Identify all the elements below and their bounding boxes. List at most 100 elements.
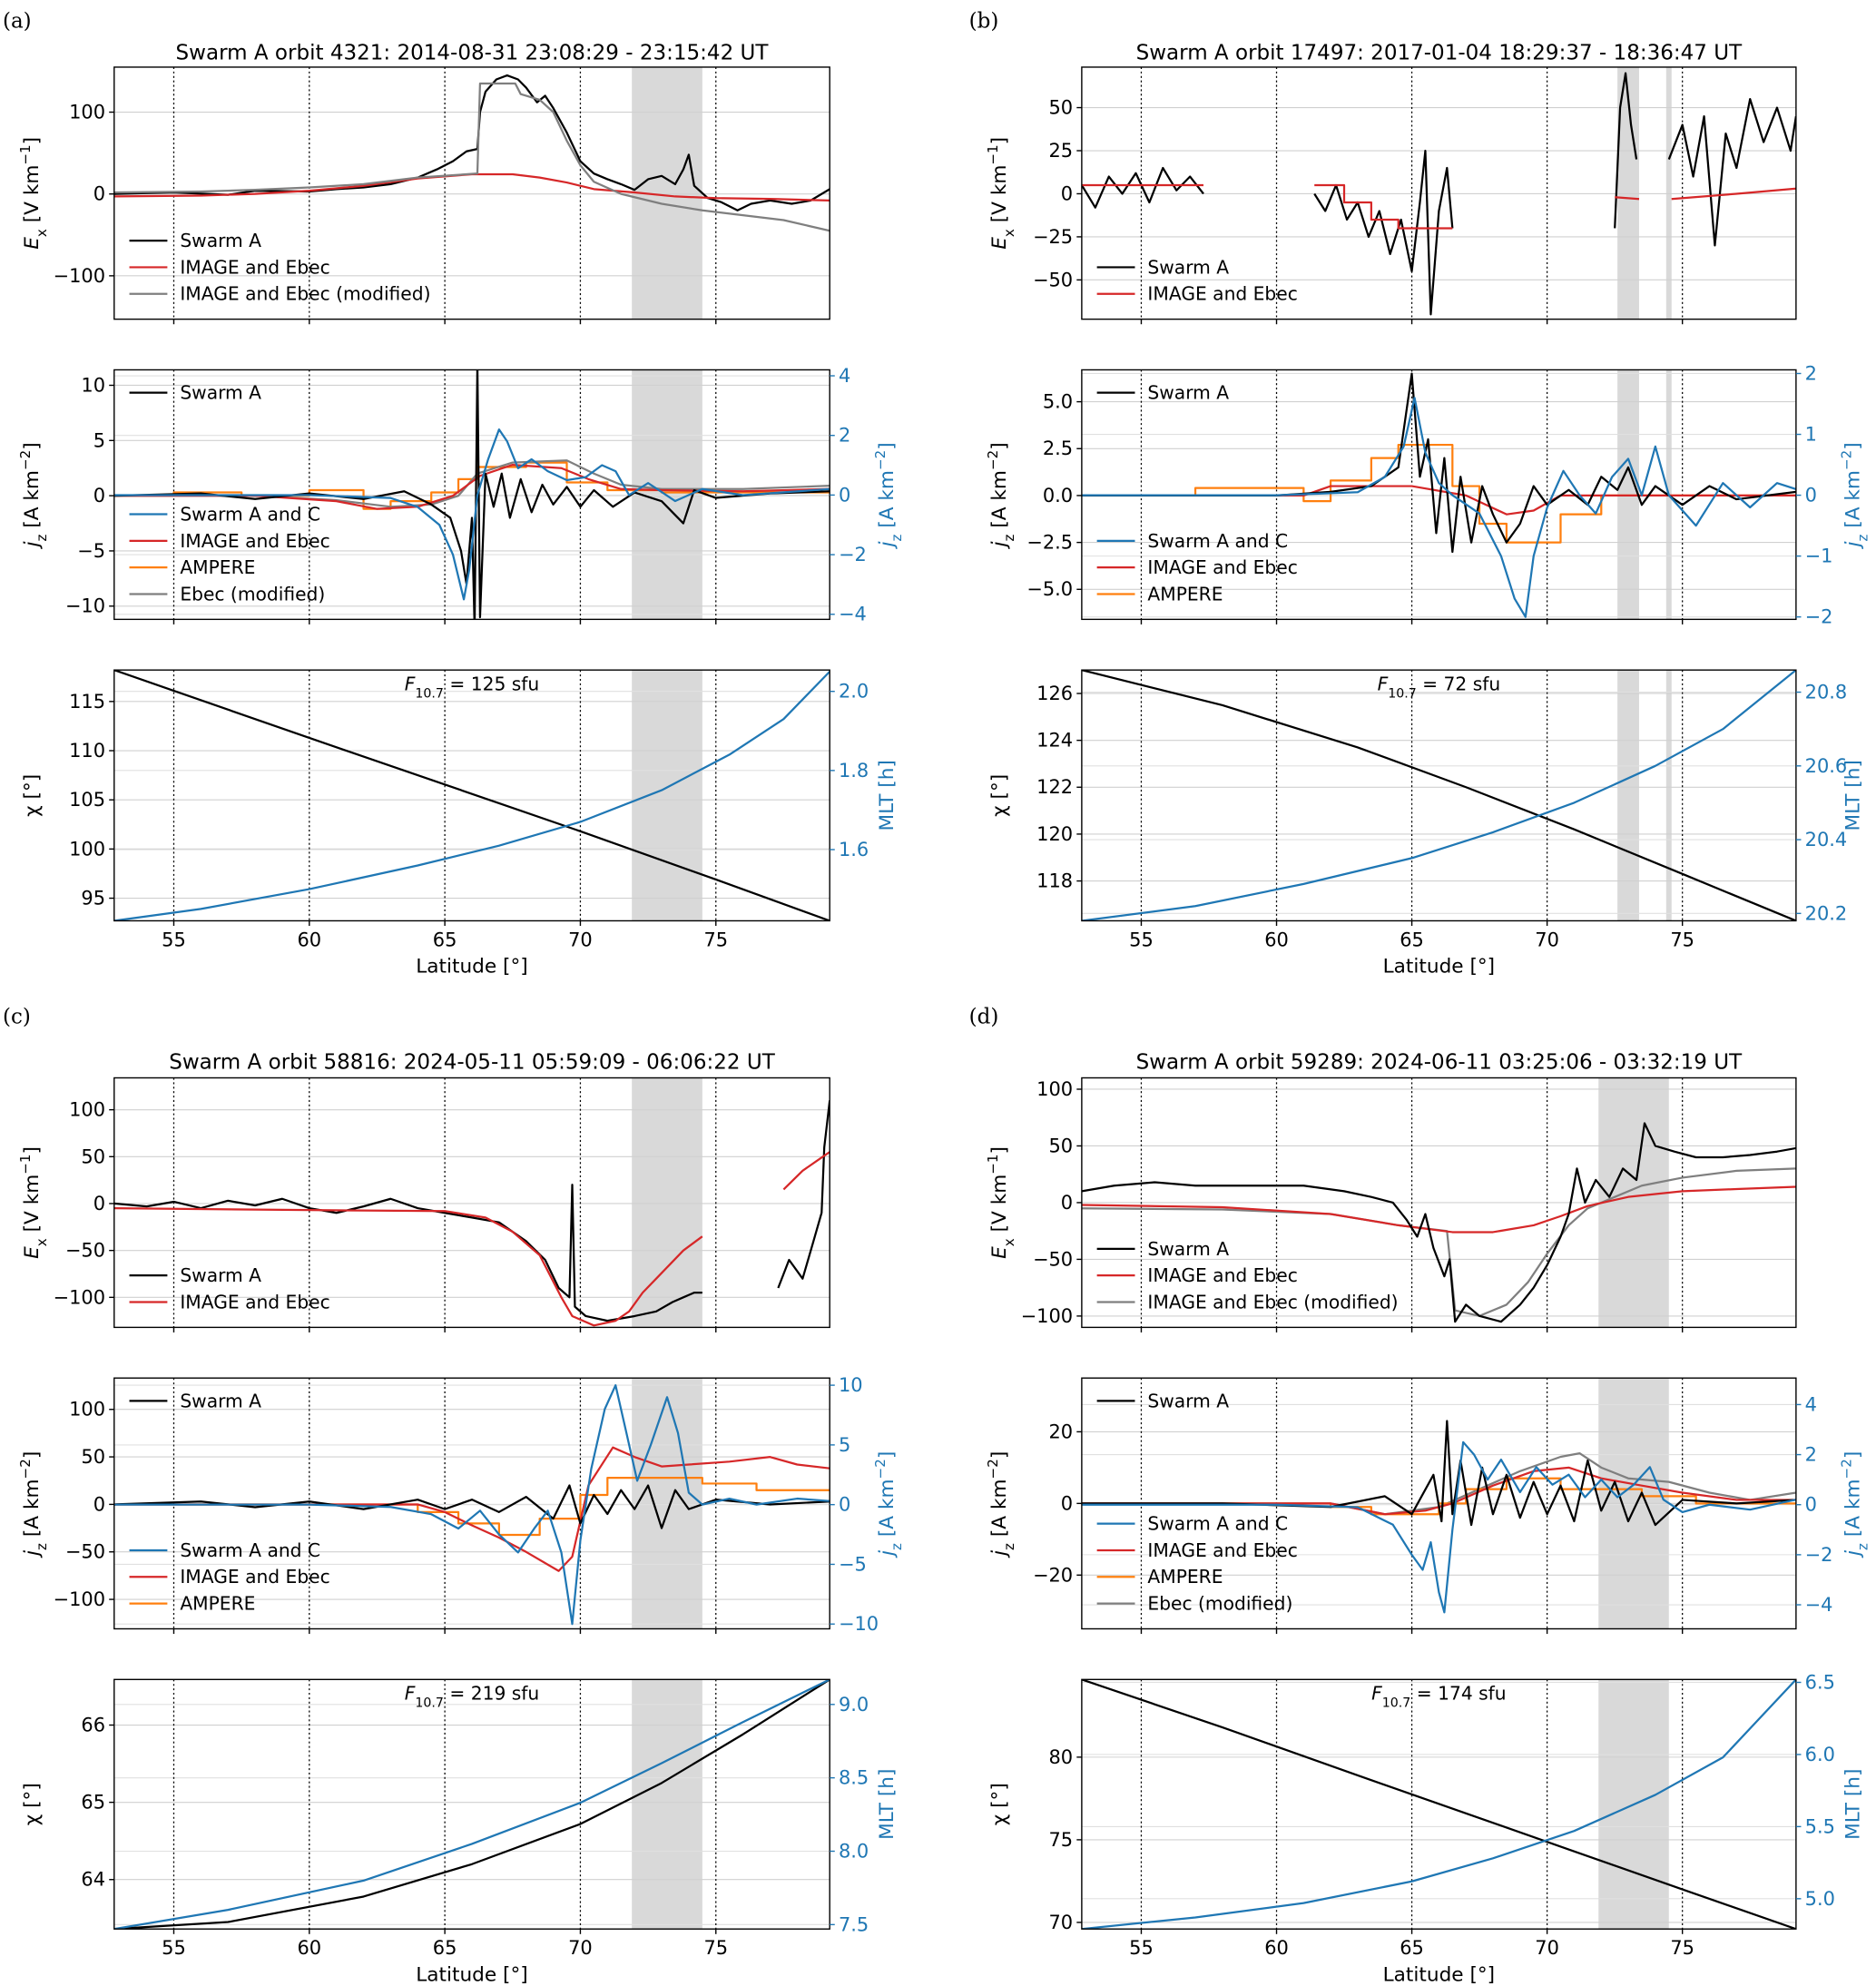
y-tick-label: 50 — [81, 1446, 105, 1468]
right-y-axis-label: MLT [h] — [876, 1769, 899, 1840]
y-tick-label: 115 — [69, 691, 105, 713]
x-tick-label: 55 — [162, 1937, 186, 1959]
axes-frame — [1081, 1678, 1797, 1930]
legend-entry: IMAGE and Ebec — [129, 256, 330, 278]
right-y-axis-label-main: j — [1842, 542, 1865, 550]
series-line-χ — [1081, 1679, 1796, 1930]
y-tick-label: 124 — [1036, 730, 1073, 752]
f107-value: = 219 sfu — [444, 1683, 539, 1705]
subfigure-title: Swarm A orbit 58816: 2024-05-11 05:59:09… — [169, 1051, 775, 1075]
right-y-axis-label-rest: [A km — [876, 470, 899, 535]
axes-frame — [113, 1377, 830, 1630]
shaded-interval — [1617, 66, 1639, 320]
shaded-interval — [632, 670, 702, 921]
right-y-axis-label: MLT [h] — [1842, 1769, 1865, 1840]
y-tick-label: 66 — [81, 1715, 105, 1736]
right-y-tick-label: 6.5 — [1805, 1671, 1835, 1693]
right-y-axis-label-main: j — [876, 1550, 899, 1558]
y-axis-label-main: j — [21, 542, 44, 550]
right-y-axis-label-main: MLT [h] — [876, 760, 899, 831]
y-axis-label-main: E — [21, 237, 44, 250]
f107-subscript: 10.7 — [1382, 1696, 1411, 1711]
x-tick-label: 65 — [433, 929, 457, 950]
series-line-mlt — [113, 671, 830, 921]
legend-label: IMAGE and Ebec (modified) — [180, 283, 430, 305]
axes-frame — [113, 1678, 830, 1930]
legend-label: Swarm A — [1147, 1390, 1229, 1411]
right-y-axis-label: MLT [h] — [876, 760, 899, 831]
x-tick-label: 75 — [703, 929, 728, 950]
y-tick-label: 105 — [69, 789, 105, 811]
y-tick-label: −50 — [65, 1240, 105, 1262]
y-axis-label-sub: x — [34, 1238, 50, 1246]
right-y-axis-label-main: MLT [h] — [876, 1769, 899, 1840]
legend-entry: Swarm A — [1096, 256, 1229, 278]
legend-entry: Swarm A and C — [1096, 530, 1288, 552]
y-tick-label: −10 — [65, 595, 105, 617]
series-line-ampere — [1081, 443, 1796, 544]
y-axis-label: Ex [V km−1] — [985, 137, 1017, 250]
y-tick-label: 2.5 — [1043, 438, 1073, 459]
right-y-tick-label: 10 — [839, 1374, 863, 1396]
y-tick-label: 80 — [1048, 1746, 1073, 1768]
right-y-tick-label: −2 — [1805, 606, 1833, 628]
y-axis-label-sub: z — [34, 1543, 50, 1550]
legend-entry: IMAGE and Ebec — [129, 1291, 330, 1313]
x-tick-label: 65 — [433, 1937, 457, 1959]
y-tick-label: 70 — [1048, 1912, 1073, 1933]
legend-label: IMAGE and Ebec — [180, 256, 329, 278]
legend-entry: IMAGE and Ebec (modified) — [1096, 1291, 1399, 1313]
right-y-tick-label: 20.8 — [1805, 682, 1848, 703]
y-axis-label-sup: −2 — [985, 450, 1001, 470]
right-y-tick-label: 2.0 — [839, 681, 869, 703]
y-tick-label: 0 — [93, 485, 105, 506]
legend-label: AMPERE — [1147, 1566, 1223, 1588]
series-line-swarm-a — [1081, 1420, 1796, 1527]
legend-entry: IMAGE and Ebec — [1096, 1264, 1298, 1286]
y-axis-label-main: χ — [988, 1814, 1011, 1825]
right-y-tick-label: −2 — [839, 544, 867, 565]
y-tick-label: −5.0 — [1026, 578, 1073, 600]
series-line-mlt — [1081, 1679, 1796, 1930]
y-tick-label: −100 — [54, 1588, 105, 1610]
right-y-tick-label: −1 — [1805, 546, 1833, 567]
y-tick-label: 95 — [81, 888, 105, 909]
f107-symbol: F — [1371, 1683, 1382, 1705]
series-line-swarm-a — [1081, 1122, 1796, 1323]
y-tick-label: 25 — [1048, 140, 1073, 162]
y-tick-label: 122 — [1036, 776, 1073, 798]
y-tick-label: 126 — [1036, 683, 1073, 704]
y-tick-label: −20 — [1033, 1564, 1073, 1586]
axes-frame — [1081, 669, 1797, 922]
right-y-axis-label-rest: [A km — [876, 1479, 899, 1543]
right-y-tick-label: 6.0 — [1805, 1744, 1835, 1765]
legend-label: Swarm A — [180, 382, 261, 404]
right-y-tick-label: 5.5 — [1805, 1815, 1835, 1837]
shaded-interval — [1665, 670, 1672, 921]
y-axis-label-rest: [A km — [21, 1479, 44, 1543]
right-y-tick-label: 8.5 — [839, 1767, 869, 1789]
right-y-axis-label-sub: z — [1855, 535, 1871, 542]
y-axis-label-sup: −1 — [985, 1154, 1001, 1174]
y-axis-label: Ex [V km−1] — [985, 1146, 1017, 1259]
y-axis-label-rest: [V km — [988, 1175, 1011, 1239]
legend-entry: Swarm A and C — [1096, 1513, 1288, 1535]
right-y-axis-label-rest: [A km — [1842, 1479, 1865, 1543]
legend-label: IMAGE and Ebec — [1147, 283, 1297, 305]
right-y-axis-label-sub: z — [1855, 1543, 1871, 1550]
right-y-tick-label: 0 — [839, 1494, 850, 1516]
y-axis-label-sub: x — [34, 229, 50, 237]
y-tick-label: 5 — [93, 429, 105, 451]
legend-entry: AMPERE — [129, 556, 255, 578]
panel-1: −50 −25 0 25 50 Ex [V km−1] Swarm A IMAGE and E… — [985, 66, 1797, 325]
y-tick-label: −100 — [54, 265, 105, 287]
panel-3: 70 75 80 χ [°] 5.0 5.5 6.0 6.5 MLT [h] F10.7 = 17… — [988, 1671, 1865, 1986]
y-tick-label: 0 — [1061, 1492, 1073, 1514]
x-tick-label: 70 — [1535, 929, 1559, 950]
subfigure-label: (a) — [3, 10, 32, 34]
f107-annotation: F10.7 = 125 sfu — [405, 673, 539, 701]
right-y-tick-label: −4 — [1805, 1594, 1833, 1616]
right-y-tick-label: 5 — [839, 1434, 850, 1456]
